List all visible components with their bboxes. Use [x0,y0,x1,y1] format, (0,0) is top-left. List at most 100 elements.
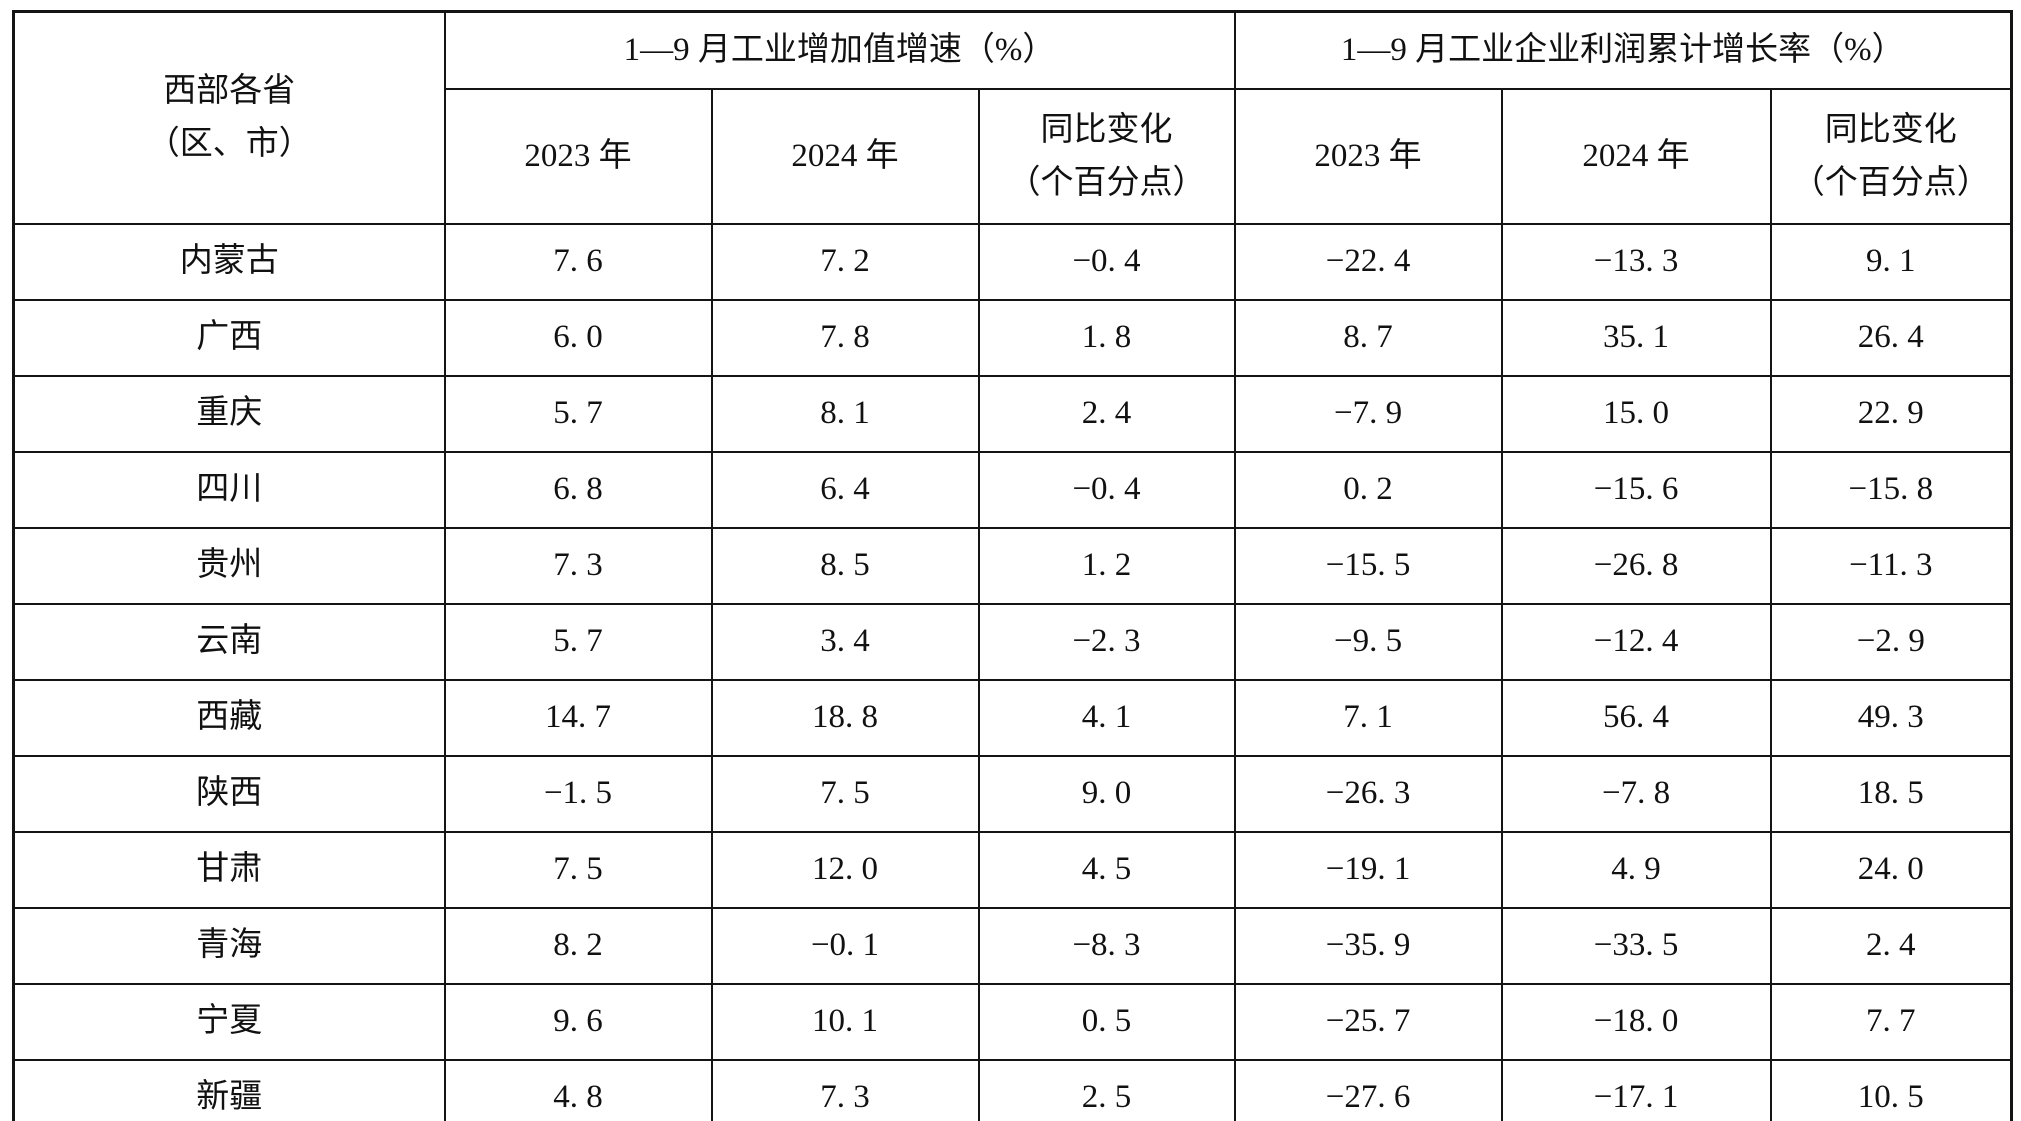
province-cell: 西藏 [12,679,446,757]
data-cell: 2. 4 [977,375,1236,453]
data-cell: 2. 4 [1769,907,2013,985]
data-cell: −15. 8 [1769,451,2013,529]
data-cell: 4. 8 [443,1059,713,1121]
table-row-guangxi: 广西 6. 0 7. 8 1. 8 8. 7 35. 1 26. 4 [12,299,2013,377]
data-cell: 7. 2 [710,223,980,301]
data-cell: 1. 8 [977,299,1236,377]
table-row-guizhou: 贵州 7. 3 8. 5 1. 2 −15. 5 −26. 8 −11. 3 [12,527,2013,605]
data-cell: 8. 5 [710,527,980,605]
data-cell: −7. 9 [1233,375,1503,453]
data-cell: 15. 0 [1500,375,1772,453]
data-cell: −27. 6 [1233,1059,1503,1121]
province-cell: 甘肃 [12,831,446,909]
data-cell: −15. 5 [1233,527,1503,605]
data-cell: −17. 1 [1500,1059,1772,1121]
data-cell: 7. 5 [710,755,980,833]
table-row-yunnan: 云南 5. 7 3. 4 −2. 3 −9. 5 −12. 4 −2. 9 [12,603,2013,681]
sub-header-profit-yoy-change: 同比变化 （个百分点） [1769,88,2013,225]
data-cell: 4. 1 [977,679,1236,757]
province-cell: 宁夏 [12,983,446,1061]
sub-header-profit-2024: 2024 年 [1500,88,1772,225]
province-cell: 广西 [12,299,446,377]
data-cell: 8. 7 [1233,299,1503,377]
data-cell: 22. 9 [1769,375,2013,453]
province-cell: 重庆 [12,375,446,453]
province-cell: 陕西 [12,755,446,833]
data-cell: 9. 6 [443,983,713,1061]
table-row-xinjiang: 新疆 4. 8 7. 3 2. 5 −27. 6 −17. 1 10. 5 [12,1059,2013,1121]
table-row-neimenggu: 内蒙古 7. 6 7. 2 −0. 4 −22. 4 −13. 3 9. 1 [12,223,2013,301]
data-cell: −0. 1 [710,907,980,985]
data-cell: 8. 2 [443,907,713,985]
data-cell: −35. 9 [1233,907,1503,985]
data-cell: 5. 7 [443,603,713,681]
sub-header-iav-yoy-change: 同比变化 （个百分点） [977,88,1236,225]
data-cell: 26. 4 [1769,299,2013,377]
data-cell: −26. 3 [1233,755,1503,833]
data-cell: 56. 4 [1500,679,1772,757]
data-cell: −9. 5 [1233,603,1503,681]
data-cell: −0. 4 [977,223,1236,301]
data-cell: −26. 8 [1500,527,1772,605]
province-cell: 云南 [12,603,446,681]
data-cell: −12. 4 [1500,603,1772,681]
data-cell: 35. 1 [1500,299,1772,377]
province-cell: 贵州 [12,527,446,605]
western-provinces-industrial-table: 西部各省 （区、市） 1—9 月工业增加值增速（%） 1—9 月工业企业利润累计… [12,10,2014,1121]
data-cell: 18. 8 [710,679,980,757]
province-cell: 青海 [12,907,446,985]
data-cell: 6. 0 [443,299,713,377]
data-cell: −8. 3 [977,907,1236,985]
data-cell: −15. 6 [1500,451,1772,529]
table-row-sichuan: 四川 6. 8 6. 4 −0. 4 0. 2 −15. 6 −15. 8 [12,451,2013,529]
sub-header-iav-2023: 2023 年 [443,88,713,225]
table-sub-header-row: 2023 年 2024 年 同比变化 （个百分点） 2023 年 2024 年 … [14,88,2013,225]
table-row-chongqing: 重庆 5. 7 8. 1 2. 4 −7. 9 15. 0 22. 9 [12,375,2013,453]
data-cell: 7. 3 [710,1059,980,1121]
data-cell: 1. 2 [977,527,1236,605]
data-cell: 6. 8 [443,451,713,529]
data-cell: −25. 7 [1233,983,1503,1061]
data-cell: −2. 3 [977,603,1236,681]
data-cell: −1. 5 [443,755,713,833]
data-cell: 14. 7 [443,679,713,757]
yoy-change-label-line2: （个百分点） [1791,164,1990,201]
data-cell: 9. 0 [977,755,1236,833]
province-cell: 新疆 [12,1059,446,1121]
sub-header-profit-2023: 2023 年 [1233,88,1503,225]
data-cell: 7. 8 [710,299,980,377]
data-cell: 6. 4 [710,451,980,529]
data-cell: 49. 3 [1769,679,2013,757]
data-cell: 5. 7 [443,375,713,453]
table-group-header-row: 西部各省 （区、市） 1—9 月工业增加值增速（%） 1—9 月工业企业利润累计… [12,10,2013,225]
data-cell: 10. 1 [710,983,980,1061]
data-cell: −7. 8 [1500,755,1772,833]
data-cell: 10. 5 [1769,1059,2013,1121]
data-cell: 7. 6 [443,223,713,301]
data-cell: 7. 5 [443,831,713,909]
province-cell: 四川 [12,451,446,529]
data-cell: 0. 5 [977,983,1236,1061]
data-cell: 3. 4 [710,603,980,681]
yoy-change-label-line1: 同比变化 [1040,111,1173,148]
data-cell: −22. 4 [1233,223,1503,301]
corner-header-line1: 西部各省 [163,73,296,110]
data-cell: 0. 2 [1233,451,1503,529]
corner-header-cell: 西部各省 （区、市） [12,10,446,225]
data-cell: 8. 1 [710,375,980,453]
data-cell: −0. 4 [977,451,1236,529]
data-cell: 2. 5 [977,1059,1236,1121]
data-cell: −33. 5 [1500,907,1772,985]
data-cell: 12. 0 [710,831,980,909]
data-cell: 24. 0 [1769,831,2013,909]
data-cell: 7. 1 [1233,679,1503,757]
data-cell: −18. 0 [1500,983,1772,1061]
data-cell: 7. 7 [1769,983,2013,1061]
data-cell: −19. 1 [1233,831,1503,909]
corner-header-line2: （区、市） [146,126,312,162]
table-row-qinghai: 青海 8. 2 −0. 1 −8. 3 −35. 9 −33. 5 2. 4 [12,907,2013,985]
table-row-xizang: 西藏 14. 7 18. 8 4. 1 7. 1 56. 4 49. 3 [12,679,2013,757]
table-row-gansu: 甘肃 7. 5 12. 0 4. 5 −19. 1 4. 9 24. 0 [12,831,2013,909]
yoy-change-label-line2: （个百分点） [1007,164,1206,201]
